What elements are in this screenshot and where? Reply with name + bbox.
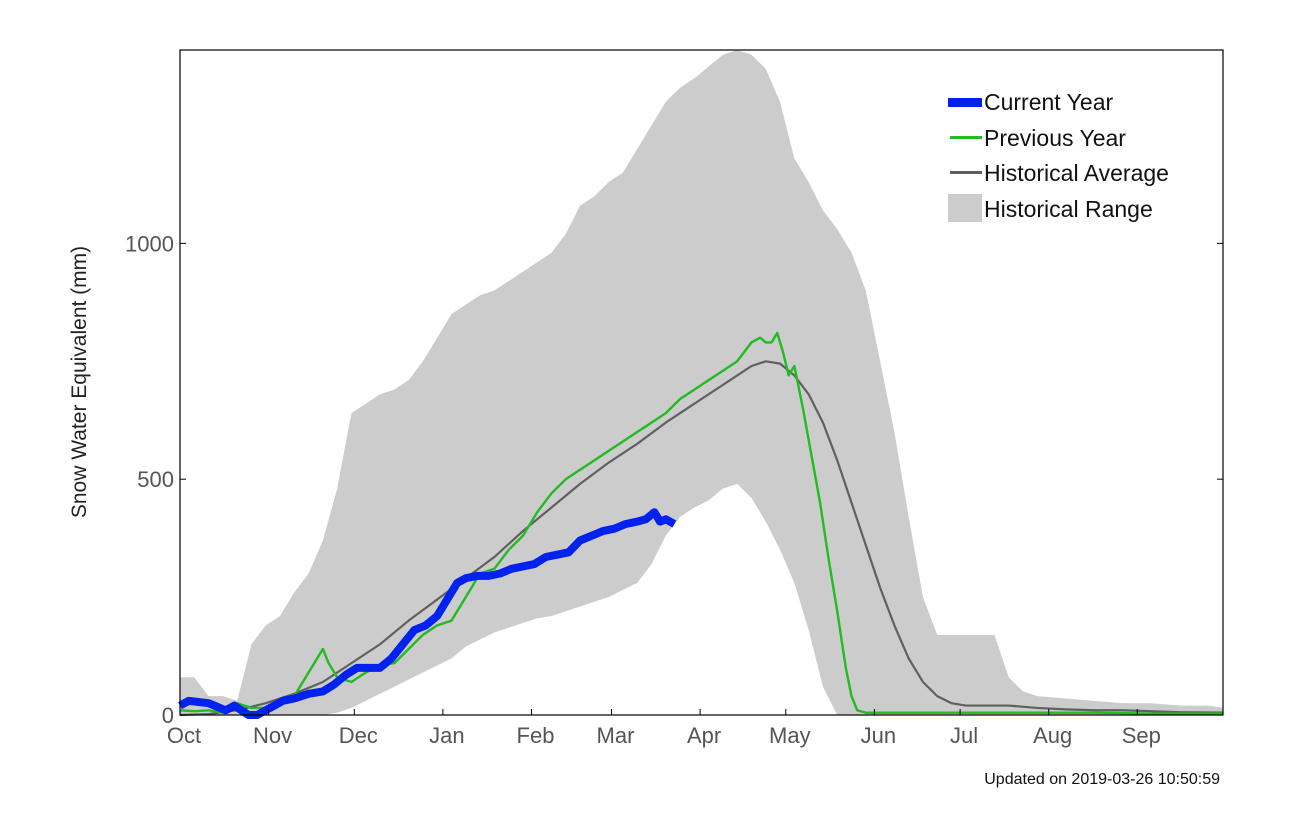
legend-label-previous-year: Previous Year: [984, 125, 1126, 151]
plot-frame: [179, 49, 1224, 716]
x-tick-label: Aug: [1033, 723, 1072, 748]
x-tick-label: Sep: [1122, 723, 1161, 748]
legend-label-historical-average: Historical Average: [984, 160, 1169, 186]
x-tick-label: Dec: [339, 723, 378, 748]
updated-timestamp: Updated on 2019-03-26 10:50:59: [984, 771, 1220, 788]
legend: Current Year Previous Year Historical Av…: [948, 89, 1169, 222]
y-axis: 0 500 1000: [125, 231, 1223, 728]
legend-swatch-current-year: [948, 98, 982, 107]
x-tick-label: Jun: [861, 723, 896, 748]
x-tick-label: Oct: [167, 723, 201, 748]
legend-label-current-year: Current Year: [984, 89, 1113, 115]
legend-label-historical-range: Historical Range: [984, 196, 1153, 222]
x-tick-label: Nov: [253, 723, 292, 748]
current-year-line: [178, 508, 677, 719]
previous-year-line: [179, 331, 1223, 715]
x-tick-label: Mar: [597, 723, 635, 748]
legend-swatch-previous-year: [950, 136, 982, 139]
y-axis-title: Snow Water Equivalent (mm): [68, 246, 91, 518]
x-tick-label: May: [769, 723, 811, 748]
y-tick-label: 500: [137, 467, 174, 492]
legend-swatch-historical-range: [948, 194, 982, 222]
x-tick-label: Feb: [517, 723, 555, 748]
series-lines-layer: [178, 331, 1224, 719]
x-tick-label: Jul: [950, 723, 978, 748]
x-tick-label: Apr: [687, 723, 721, 748]
y-tick-label: 0: [162, 703, 174, 728]
historical-range-band: [180, 50, 1223, 715]
legend-swatch-historical-average: [950, 171, 982, 174]
historical-average-line: [179, 360, 1224, 717]
y-tick-label: 1000: [125, 231, 174, 256]
x-axis: Oct Nov Dec Jan Feb Mar Apr May Jun Jul Aug Sep: [167, 709, 1161, 748]
x-tick-label: Jan: [429, 723, 464, 748]
historical-range-layer: [180, 50, 1223, 715]
